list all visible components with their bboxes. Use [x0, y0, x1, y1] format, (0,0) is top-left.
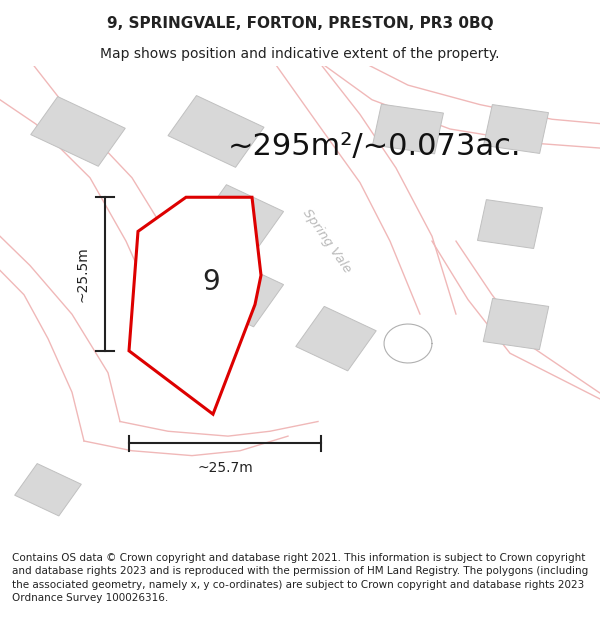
Polygon shape: [196, 258, 284, 327]
Polygon shape: [296, 306, 376, 371]
Text: Spring Vale: Spring Vale: [300, 207, 354, 276]
Text: 9: 9: [202, 268, 220, 296]
Polygon shape: [484, 104, 548, 153]
Polygon shape: [168, 96, 264, 168]
Text: ~295m²/~0.073ac.: ~295m²/~0.073ac.: [228, 131, 521, 161]
Polygon shape: [483, 298, 549, 349]
Polygon shape: [31, 97, 125, 166]
Polygon shape: [196, 184, 284, 254]
Text: ~25.5m: ~25.5m: [76, 246, 90, 302]
Text: Map shows position and indicative extent of the property.: Map shows position and indicative extent…: [100, 48, 500, 61]
Polygon shape: [129, 198, 261, 414]
Polygon shape: [14, 464, 82, 516]
Text: Contains OS data © Crown copyright and database right 2021. This information is : Contains OS data © Crown copyright and d…: [12, 553, 588, 602]
Text: ~25.7m: ~25.7m: [197, 461, 253, 474]
Polygon shape: [478, 199, 542, 249]
Text: 9, SPRINGVALE, FORTON, PRESTON, PR3 0BQ: 9, SPRINGVALE, FORTON, PRESTON, PR3 0BQ: [107, 16, 493, 31]
Polygon shape: [373, 104, 443, 154]
